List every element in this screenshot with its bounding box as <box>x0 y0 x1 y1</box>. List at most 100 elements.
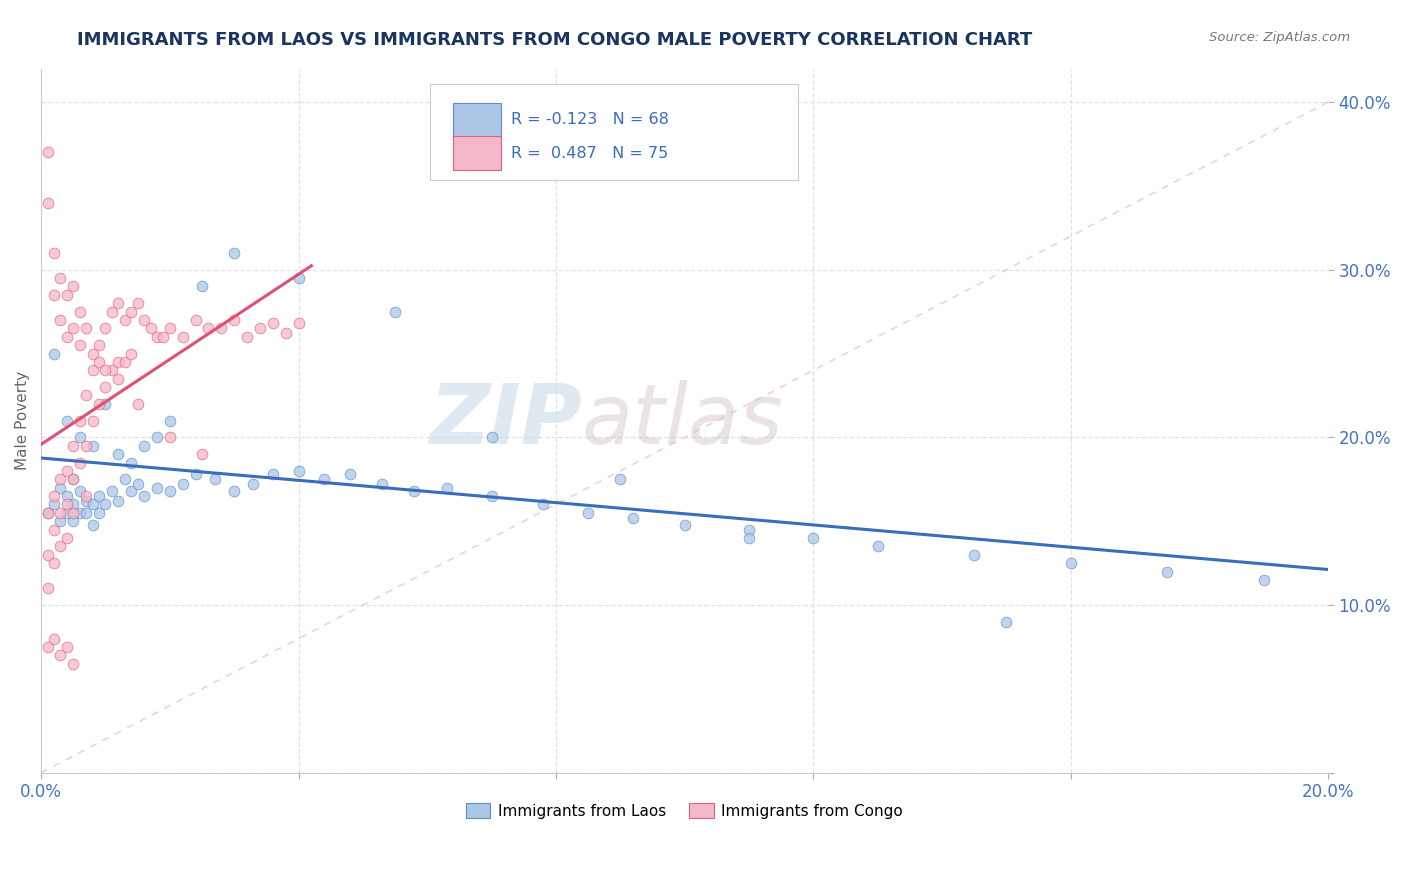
Point <box>42 489 65 503</box>
Point <box>738 531 761 545</box>
FancyBboxPatch shape <box>453 103 501 136</box>
Point <box>224 246 246 260</box>
Point <box>82 439 104 453</box>
Point <box>738 523 761 537</box>
Point <box>146 330 169 344</box>
Point <box>82 363 104 377</box>
Point <box>339 467 361 482</box>
Point <box>62 321 84 335</box>
Point <box>42 288 65 302</box>
Point <box>87 355 110 369</box>
Point <box>120 304 142 318</box>
Point <box>114 355 136 369</box>
Text: R = -0.123   N = 68: R = -0.123 N = 68 <box>510 112 669 128</box>
Point <box>159 321 181 335</box>
Point <box>146 481 169 495</box>
Point <box>37 548 59 562</box>
Point <box>127 477 149 491</box>
Point <box>69 456 91 470</box>
Point <box>37 145 59 160</box>
Point <box>159 414 181 428</box>
Y-axis label: Male Poverty: Male Poverty <box>15 371 30 470</box>
Point <box>1156 565 1178 579</box>
Point <box>159 484 181 499</box>
Text: ZIP: ZIP <box>429 380 582 461</box>
Point <box>37 506 59 520</box>
Point <box>204 472 226 486</box>
Point <box>249 321 271 335</box>
Point <box>42 346 65 360</box>
Point <box>62 472 84 486</box>
Point <box>69 304 91 318</box>
Point <box>56 330 79 344</box>
Point <box>673 517 696 532</box>
Point <box>287 271 309 285</box>
Point <box>49 313 72 327</box>
Point <box>87 397 110 411</box>
Point <box>172 477 194 491</box>
Point <box>42 523 65 537</box>
FancyBboxPatch shape <box>430 84 797 180</box>
Point <box>262 317 284 331</box>
Point <box>866 540 889 554</box>
Point <box>62 472 84 486</box>
Point <box>274 326 297 341</box>
Point <box>236 330 259 344</box>
Point <box>191 279 214 293</box>
Point <box>146 430 169 444</box>
Point <box>37 582 59 596</box>
Point <box>172 330 194 344</box>
Point <box>404 484 426 499</box>
Point <box>75 494 97 508</box>
Point <box>995 615 1018 629</box>
Text: R =  0.487   N = 75: R = 0.487 N = 75 <box>510 145 668 161</box>
Point <box>384 304 406 318</box>
Point <box>287 464 309 478</box>
Point <box>87 506 110 520</box>
Point <box>75 388 97 402</box>
Point <box>94 498 117 512</box>
Point <box>94 380 117 394</box>
Point <box>801 531 824 545</box>
Point <box>132 313 155 327</box>
Point <box>609 472 631 486</box>
Point <box>49 481 72 495</box>
Point <box>621 511 644 525</box>
Point <box>120 346 142 360</box>
Point <box>82 414 104 428</box>
Point <box>287 317 309 331</box>
Point <box>62 514 84 528</box>
Point <box>127 296 149 310</box>
Point <box>56 288 79 302</box>
Point <box>82 346 104 360</box>
Point <box>62 279 84 293</box>
Point <box>56 506 79 520</box>
Point <box>159 430 181 444</box>
Legend: Immigrants from Laos, Immigrants from Congo: Immigrants from Laos, Immigrants from Co… <box>460 797 910 825</box>
Point <box>49 514 72 528</box>
Point <box>262 467 284 482</box>
Point <box>49 506 72 520</box>
Point <box>75 506 97 520</box>
Point <box>94 321 117 335</box>
Point <box>42 498 65 512</box>
Text: atlas: atlas <box>582 380 783 461</box>
Point <box>75 439 97 453</box>
Point <box>127 397 149 411</box>
Point <box>69 414 91 428</box>
Point <box>114 472 136 486</box>
Point <box>101 484 124 499</box>
Point <box>132 439 155 453</box>
Point <box>101 304 124 318</box>
Point <box>82 498 104 512</box>
Point <box>49 540 72 554</box>
Point <box>37 640 59 654</box>
Point <box>42 556 65 570</box>
Point <box>184 467 207 482</box>
Point <box>62 657 84 671</box>
Point <box>75 489 97 503</box>
Point <box>963 548 986 562</box>
Point <box>56 414 79 428</box>
Point <box>69 430 91 444</box>
Point <box>69 506 91 520</box>
